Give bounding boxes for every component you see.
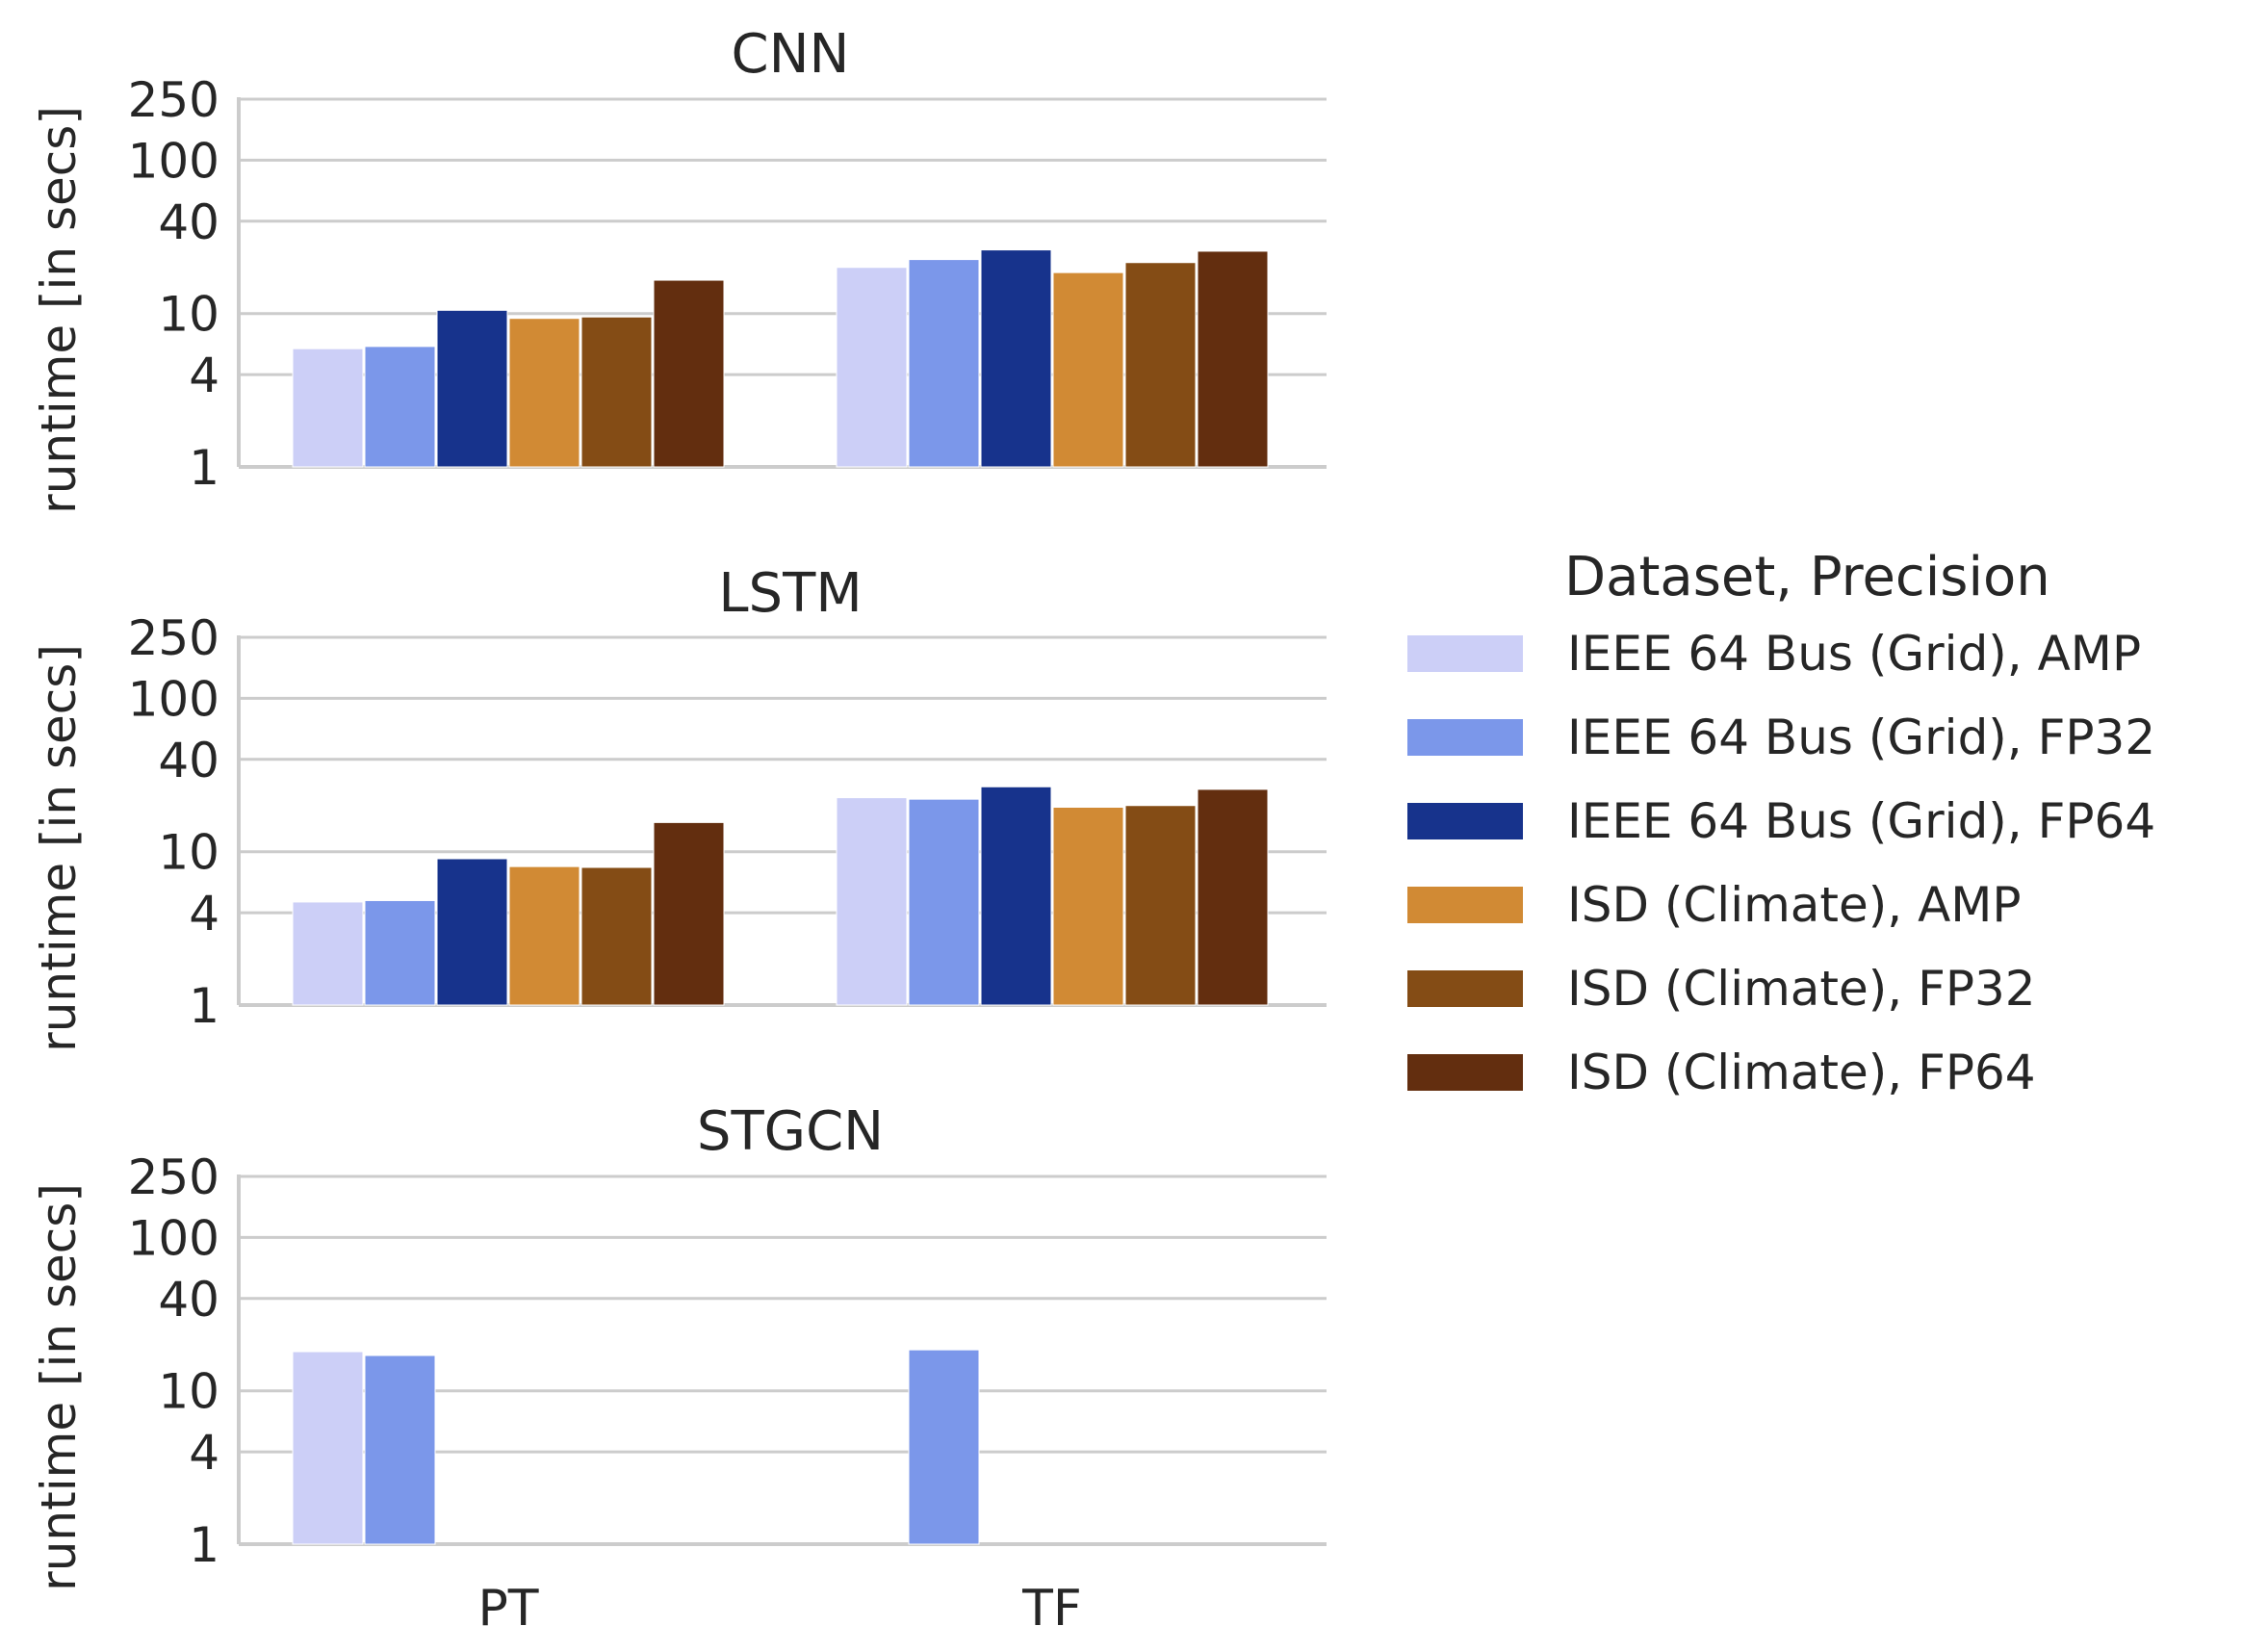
bar [1124, 805, 1197, 1006]
bar [653, 279, 725, 468]
legend-entry-label: IEEE 64 Bus (Grid), FP32 [1567, 710, 2155, 765]
y-axis-label: runtime [in secs] [31, 106, 87, 514]
legend-swatch [1407, 803, 1523, 839]
y-tick-label: 10 [158, 287, 219, 343]
bar [908, 1349, 980, 1545]
bar [836, 267, 908, 468]
y-tick-label: 250 [128, 610, 219, 666]
y-tick-label: 1 [189, 1517, 219, 1573]
legend-entry-label: IEEE 64 Bus (Grid), FP64 [1567, 793, 2155, 849]
y-tick-label: 250 [128, 1149, 219, 1205]
legend-swatch [1407, 1054, 1523, 1091]
y-tick-label: 10 [158, 825, 219, 881]
y-axis-label: runtime [in secs] [31, 644, 87, 1052]
bar [292, 1351, 364, 1545]
bar [980, 249, 1052, 468]
y-axis-label: runtime [in secs] [31, 1183, 87, 1591]
y-tick-label: 40 [158, 733, 219, 788]
bar [980, 786, 1052, 1006]
legend: Dataset, Precision IEEE 64 Bus (Grid), AM… [1407, 546, 2155, 1100]
y-tick-label: 4 [189, 348, 219, 403]
panel-title: CNN [732, 23, 850, 86]
bar [436, 309, 508, 468]
x-tick-label: PT [477, 1580, 538, 1638]
bar [836, 797, 908, 1006]
y-tick-label: 40 [158, 194, 219, 250]
y-tick-label: 10 [158, 1364, 219, 1420]
bar [580, 866, 653, 1006]
bar [1197, 788, 1269, 1006]
bar [1197, 250, 1269, 468]
legend-entry-label: ISD (Climate), FP32 [1567, 961, 2036, 1017]
legend-entry-label: ISD (Climate), AMP [1567, 877, 2022, 933]
bar [364, 899, 436, 1006]
bar [364, 346, 436, 468]
bar [908, 798, 980, 1006]
y-tick-label: 1 [189, 440, 219, 496]
bar [508, 318, 580, 468]
bar [292, 348, 364, 468]
bar [508, 865, 580, 1006]
bar [292, 901, 364, 1006]
legend-entry-label: ISD (Climate), FP64 [1567, 1045, 2036, 1100]
y-tick-label: 100 [128, 671, 219, 727]
bar [364, 1355, 436, 1545]
panel-title: STGCN [697, 1100, 884, 1163]
legend-swatch [1407, 970, 1523, 1007]
x-tick-label: TF [1021, 1580, 1082, 1638]
bar [1052, 271, 1124, 468]
y-tick-label: 1 [189, 978, 219, 1034]
bar [653, 821, 725, 1006]
panel-title: LSTM [718, 562, 862, 625]
y-tick-label: 4 [189, 886, 219, 942]
legend-title: Dataset, Precision [1564, 546, 2050, 608]
legend-entry-label: IEEE 64 Bus (Grid), AMP [1567, 626, 2141, 682]
y-tick-label: 100 [128, 133, 219, 189]
legend-swatch [1407, 887, 1523, 923]
y-tick-label: 4 [189, 1425, 219, 1481]
legend-swatch [1407, 635, 1523, 672]
y-tick-label: 40 [158, 1272, 219, 1328]
legend-swatch [1407, 719, 1523, 756]
y-tick-label: 100 [128, 1210, 219, 1266]
bar [580, 316, 653, 468]
y-tick-label: 250 [128, 72, 219, 128]
bar [1124, 262, 1197, 468]
bar [1052, 806, 1124, 1006]
bar [436, 858, 508, 1006]
bar [908, 259, 980, 468]
